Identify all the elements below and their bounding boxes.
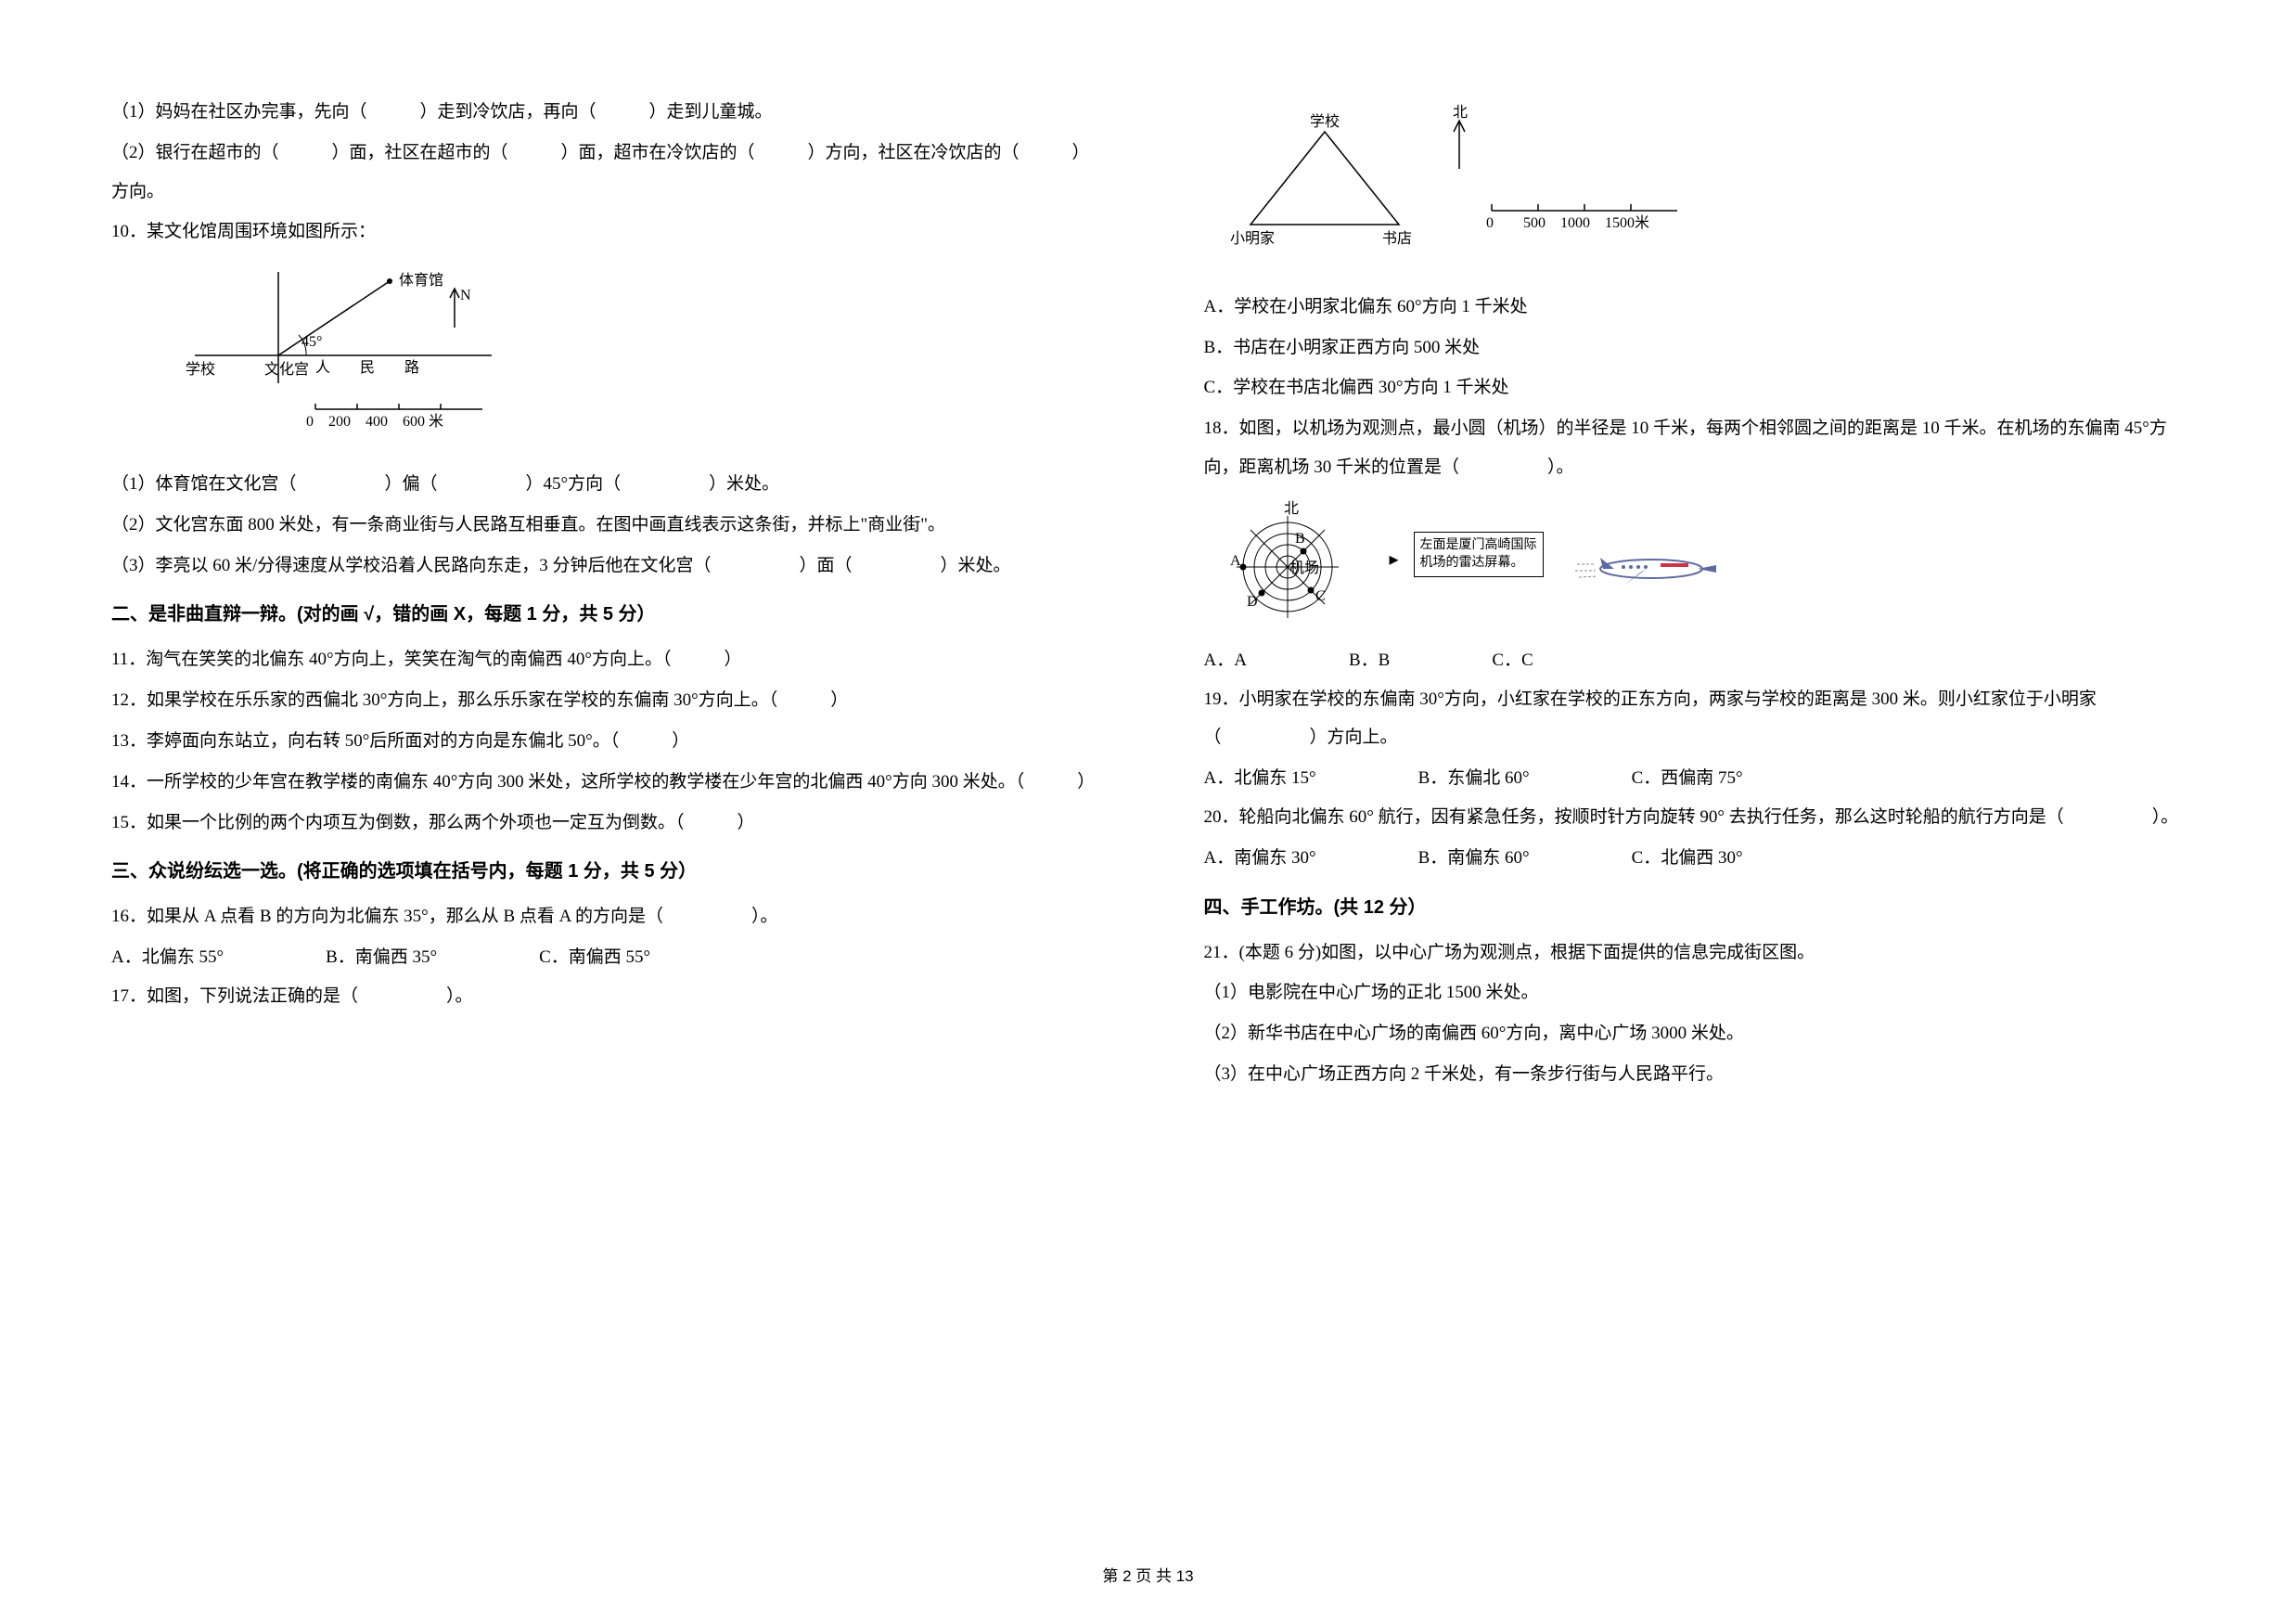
left-column: （1）妈妈在社区办完事，先向（ ）走到冷饮店，再向（ ）走到儿童城。 （2）银行… <box>111 93 1093 1096</box>
q18-a: A．A <box>1204 641 1247 680</box>
label-school: 学校 <box>1310 113 1340 130</box>
label-scale: 0 500 1000 1500米 <box>1486 214 1649 231</box>
label-gym: 体育馆 <box>399 272 443 289</box>
page-footer: 第 2 页 共 13 <box>0 1563 2296 1586</box>
q20-options: A．南偏东 30° B．南偏东 60° C．北偏西 30° <box>1204 839 2186 878</box>
callout-line2: 机场的雷达屏幕。 <box>1420 554 1537 573</box>
label-45: 45° <box>301 334 322 350</box>
q16-a: A．北偏东 55° <box>111 938 224 977</box>
q20: 20．轮船向北偏东 60° 航行，因有紧急任务，按顺时针方向旋转 90° 去执行… <box>1204 798 2186 837</box>
q9-1: （1）妈妈在社区办完事，先向（ ）走到冷饮店，再向（ ）走到儿童城。 <box>111 93 1093 132</box>
q17: 17．如图，下列说法正确的是（ ）。 <box>111 977 1093 1016</box>
q10: 10．某文化馆周围环境如图所示： <box>111 213 1093 251</box>
callout-line1: 左面是厦门高崎国际 <box>1420 536 1537 555</box>
svg-text:C: C <box>1315 588 1326 604</box>
q16-options: A．北偏东 55° B．南偏西 35° C．南偏西 55° <box>111 938 1093 977</box>
q11: 11．淘气在笑笑的北偏东 40°方向上，笑笑在淘气的南偏西 40°方向上。（ ） <box>111 640 1093 679</box>
q12: 12．如果学校在乐乐家的西偏北 30°方向上，那么乐乐家在学校的东偏南 30°方… <box>111 681 1093 720</box>
q13: 13．李婷面向东站立，向右转 50°后所面对的方向是东偏北 50°。（ ） <box>111 722 1093 761</box>
q10-2: （2）文化宫东面 800 米处，有一条商业街与人民路互相垂直。在图中画直线表示这… <box>111 506 1093 545</box>
figure-10: 体育馆 N 45° 人 民 路 学校 文化宫 0 200 400 600 米 <box>158 263 1093 454</box>
q16-c: C．南偏西 55° <box>539 938 650 977</box>
q17-c: C．学校在书店北偏西 30°方向 1 千米处 <box>1204 368 2186 407</box>
label-north: 北 <box>1453 104 1468 121</box>
label-bookstore: 书店 <box>1382 230 1412 247</box>
label-xiaoming: 小明家 <box>1230 230 1275 247</box>
section-4-header: 四、手工作坊。(共 12 分） <box>1204 887 2186 928</box>
q17-a: A．学校在小明家北偏东 60°方向 1 千米处 <box>1204 288 2186 327</box>
q14: 14．一所学校的少年宫在教学楼的南偏东 40°方向 300 米处，这所学校的教学… <box>111 763 1093 802</box>
right-column: 学校 小明家 书店 北 0 500 1000 1500米 A．学校在小明家北偏东… <box>1204 93 2186 1096</box>
q21-2: （2）新华书店在中心广场的南偏西 60°方向，离中心广场 3000 米处。 <box>1204 1014 2186 1053</box>
svg-text:机场: 机场 <box>1289 560 1319 576</box>
q21: 21．(本题 6 分)如图，以中心广场为观测点，根据下面提供的信息完成街区图。 <box>1204 934 2186 973</box>
q9-2: （2）银行在超市的（ ）面，社区在超市的（ ）面，超市在冷饮店的（ ）方向，社区… <box>111 134 1093 212</box>
q19: 19．小明家在学校的东偏南 30°方向，小红家在学校的正东方向，两家与学校的距离… <box>1204 680 2186 758</box>
svg-text:北: 北 <box>1284 500 1299 517</box>
label-school: 学校 <box>186 361 215 378</box>
q18-b: B．B <box>1349 641 1390 680</box>
radar-callout: 左面是厦门高崎国际 机场的雷达屏幕。 <box>1414 532 1544 577</box>
label-renmin: 人 民 路 <box>315 359 419 376</box>
q17-b: B．书店在小明家正西方向 500 米处 <box>1204 328 2186 367</box>
q15: 15．如果一个比例的两个内项互为倒数，那么两个外项也一定互为倒数。（ ） <box>111 804 1093 843</box>
q20-c: C．北偏西 30° <box>1632 839 1743 878</box>
svg-text:A: A <box>1230 553 1241 569</box>
q10-1: （1）体育馆在文化宫（ ）偏（ ）45°方向（ ）米处。 <box>111 465 1093 504</box>
q18-c: C．C <box>1492 641 1533 680</box>
q19-b: B．东偏北 60° <box>1418 759 1530 798</box>
q19-c: C．西偏南 75° <box>1632 759 1743 798</box>
section-2-header: 二、是非曲直辩一辩。(对的画 √，错的画 X，每题 1 分，共 5 分） <box>111 594 1093 635</box>
radar-callout-group: ▸ 左面是厦门高崎国际 机场的雷达屏幕。 <box>1390 532 1725 597</box>
q10-3: （3）李亮以 60 米/分得速度从学校沿着人民路向东走，3 分钟后他在文化宫（ … <box>111 547 1093 586</box>
label-culture: 文化宫 <box>264 361 309 378</box>
q16: 16．如果从 A 点看 B 的方向为北偏东 35°，那么从 B 点看 A 的方向… <box>111 897 1093 936</box>
figure-17: 学校 小明家 书店 北 0 500 1000 1500米 <box>1213 104 2186 277</box>
label-scale: 0 200 400 600 米 <box>306 413 443 430</box>
svg-text:B: B <box>1295 531 1305 547</box>
q20-a: A．南偏东 30° <box>1204 839 1316 878</box>
q19-a: A．北偏东 15° <box>1204 759 1316 798</box>
plane-icon <box>1558 532 1725 597</box>
section-3-header: 三、众说纷纭选一选。(将正确的选项填在括号内，每题 1 分，共 5 分） <box>111 851 1093 892</box>
figure-18: A B C D 北 机场 ▸ 左面是厦门高崎国际 机场的雷达屏幕。 <box>1213 495 2186 634</box>
callout-arrow: ▸ <box>1390 532 1399 580</box>
q16-b: B．南偏西 35° <box>326 938 437 977</box>
q20-b: B．南偏东 60° <box>1418 839 1530 878</box>
q21-3: （3）在中心广场正西方向 2 千米处，有一条步行街与人民路平行。 <box>1204 1055 2186 1094</box>
label-north: N <box>460 288 471 303</box>
q18-options: A．A B．B C．C <box>1204 641 2186 680</box>
q21-1: （1）电影院在中心广场的正北 1500 米处。 <box>1204 973 2186 1012</box>
q19-options: A．北偏东 15° B．东偏北 60° C．西偏南 75° <box>1204 759 2186 798</box>
q18: 18．如图，以机场为观测点，最小圆（机场）的半径是 10 千米，每两个相邻圆之间… <box>1204 409 2186 487</box>
svg-text:D: D <box>1247 594 1258 610</box>
